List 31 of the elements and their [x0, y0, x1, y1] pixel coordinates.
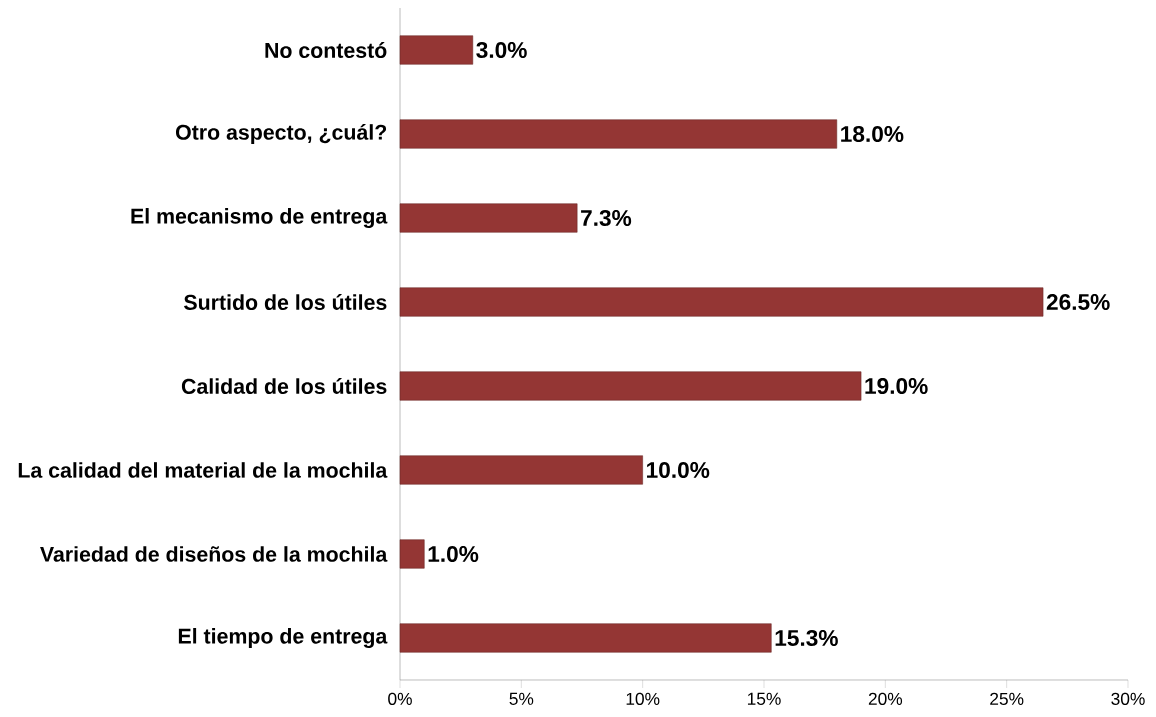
data-label: 1.0%	[428, 545, 479, 563]
y-tick-label: Variedad de diseños de la mochila	[40, 546, 388, 562]
x-tick-label: 15%	[747, 692, 781, 705]
bar	[399, 623, 772, 653]
x-tick-label: 30%	[1111, 692, 1145, 705]
data-label: 15.3%	[775, 629, 838, 647]
data-label: 3.0%	[476, 41, 527, 59]
y-tick-label: Otro aspecto, ¿cuál?	[175, 123, 387, 145]
y-tick-label: Calidad de los útiles	[181, 378, 387, 394]
bar	[399, 539, 425, 569]
y-tick-label: No contestó	[265, 42, 387, 58]
bar	[399, 371, 862, 401]
y-tick-label: Surtido de los útiles	[184, 294, 387, 310]
x-tick-label: 5%	[509, 692, 534, 705]
y-tick-label: El mecanismo de entrega	[131, 208, 388, 228]
data-label: 18.0%	[841, 125, 904, 143]
x-tick-label: 10%	[626, 692, 660, 705]
x-tick-label: 0%	[388, 692, 412, 705]
data-label: 26.5%	[1046, 293, 1110, 311]
data-label: 19.0%	[865, 377, 928, 395]
bar	[399, 455, 643, 485]
bar	[399, 119, 838, 149]
x-tick-label: 25%	[990, 692, 1024, 705]
bar	[399, 203, 578, 233]
y-tick-label: La calidad del material de la mochila	[18, 462, 388, 478]
bar	[399, 287, 1044, 317]
data-label: 7.3%	[581, 209, 632, 227]
bar	[399, 35, 474, 65]
x-tick-label: 20%	[868, 692, 903, 705]
data-label: 10.0%	[647, 461, 710, 479]
y-tick-label: El tiempo de entrega	[178, 628, 388, 648]
